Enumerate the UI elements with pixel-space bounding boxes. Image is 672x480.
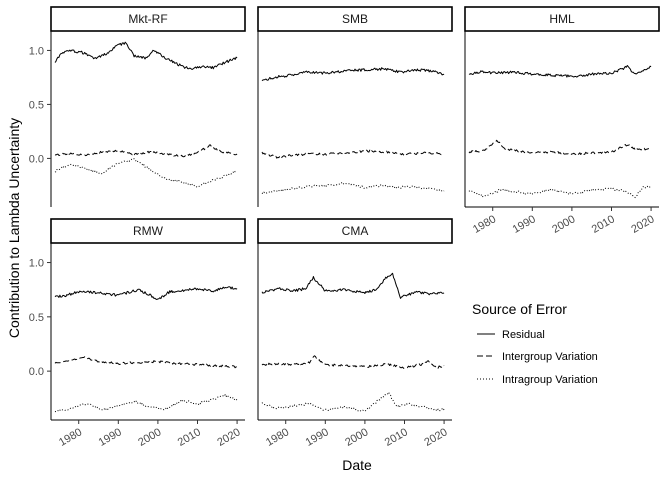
strip-cma — [257, 218, 453, 244]
strip-hml — [464, 6, 660, 32]
series-line-hml-intergroup-variation — [468, 139, 652, 156]
y-tick-label-mkt-rf-0: 0.0 — [29, 153, 44, 165]
strip-label-hml: HML — [549, 12, 575, 26]
x-tick-label-cma-0: 1980 — [264, 426, 291, 449]
x-tick-label-rmw-0: 1980 — [57, 426, 84, 449]
x-tick-label-hml-0: 1980 — [471, 213, 498, 236]
panel-rmw: RMW 0.0 0.5 1.0 1980 1990 2000 2010 2020 — [29, 218, 246, 449]
series-line-smb-intergroup-variation — [261, 149, 445, 159]
panel-mkt-rf: Mkt-RF 0.0 0.5 1.0 — [29, 6, 246, 207]
facet-panels: Mkt-RF 0.0 0.5 1.0 SMB HML 1980 1990 2000 2010 202… — [29, 6, 660, 449]
y-axis-title: Contribution to Lambda Uncertainty — [6, 118, 22, 338]
legend-label-intragroup: Intragroup Variation — [502, 374, 598, 386]
legend: Source of Error Residual Intergroup Vari… — [472, 301, 598, 386]
y-tick-label-rmw-0: 0.0 — [29, 366, 44, 378]
x-tick-label-hml-4: 2020 — [629, 213, 656, 236]
x-axis-title: Date — [342, 457, 372, 473]
series-line-rmw-intergroup-variation — [54, 356, 238, 369]
series-line-smb-intragroup-variation — [261, 182, 445, 195]
legend-title: Source of Error — [472, 301, 567, 317]
strip-rmw — [50, 218, 246, 244]
panel-cma: CMA 1980 1990 2000 2010 2020 — [257, 218, 453, 449]
x-tick-label-rmw-1: 1990 — [97, 426, 124, 449]
series-line-mkt-rf-intragroup-variation — [54, 158, 238, 188]
series-line-hml-intragroup-variation — [468, 185, 652, 199]
series-line-rmw-residual — [54, 286, 238, 300]
panel-smb: SMB — [257, 6, 453, 207]
strip-label-mkt-rf: Mkt-RF — [128, 12, 167, 26]
x-tick-label-rmw-3: 2010 — [176, 426, 203, 449]
strip-label-cma: CMA — [342, 224, 369, 238]
x-tick-label-hml-3: 2010 — [590, 213, 617, 236]
x-tick-label-cma-2: 2000 — [343, 426, 370, 449]
series-line-cma-intergroup-variation — [261, 355, 445, 369]
x-tick-label-cma-1: 1990 — [304, 426, 331, 449]
series-line-rmw-intragroup-variation — [54, 394, 238, 413]
strip-mkt-rf — [50, 6, 246, 32]
series-line-mkt-rf-residual — [54, 41, 238, 70]
series-line-cma-residual — [261, 272, 445, 299]
panel-hml: HML 1980 1990 2000 2010 2020 — [464, 6, 660, 236]
y-tick-label-rmw-2: 1.0 — [29, 258, 44, 270]
x-tick-label-rmw-2: 2000 — [136, 426, 163, 449]
x-tick-label-rmw-4: 2020 — [215, 426, 242, 449]
series-line-smb-residual — [261, 67, 445, 82]
legend-label-intergroup: Intergroup Variation — [502, 351, 598, 363]
x-tick-label-hml-1: 1990 — [511, 213, 538, 236]
x-tick-label-cma-4: 2020 — [422, 426, 449, 449]
strip-label-smb: SMB — [342, 12, 368, 26]
x-tick-label-hml-2: 2000 — [550, 213, 577, 236]
y-tick-label-rmw-1: 0.5 — [29, 312, 44, 324]
series-line-cma-intragroup-variation — [261, 391, 445, 412]
strip-smb — [257, 6, 453, 32]
y-tick-label-mkt-rf-2: 1.0 — [29, 45, 44, 57]
series-line-hml-residual — [468, 65, 652, 78]
legend-label-residual: Residual — [502, 329, 545, 341]
strip-label-rmw: RMW — [133, 224, 164, 238]
series-line-mkt-rf-intergroup-variation — [54, 144, 238, 158]
y-tick-label-mkt-rf-1: 0.5 — [29, 99, 44, 111]
x-tick-label-cma-3: 2010 — [383, 426, 410, 449]
